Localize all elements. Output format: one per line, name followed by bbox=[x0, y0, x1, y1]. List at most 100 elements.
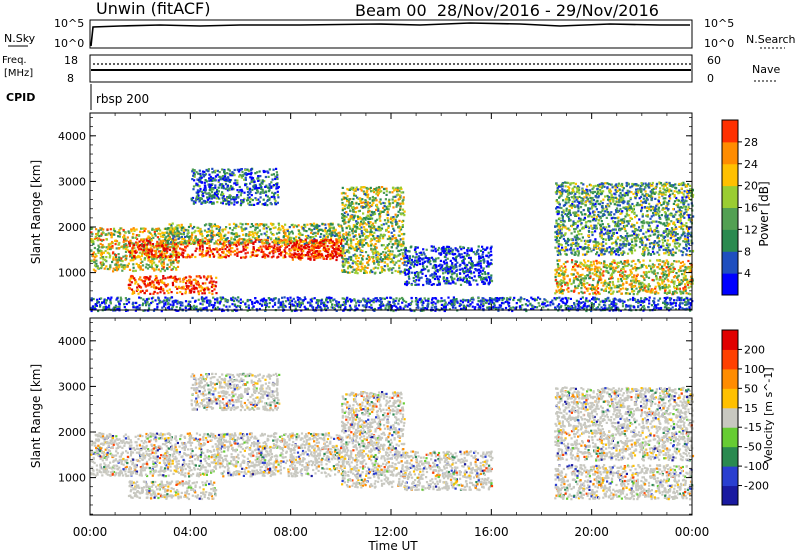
data-cell bbox=[194, 201, 197, 204]
data-cell bbox=[434, 258, 437, 262]
data-cell bbox=[262, 169, 265, 173]
data-cell bbox=[461, 260, 464, 263]
data-cell bbox=[125, 239, 128, 242]
data-cell bbox=[403, 271, 406, 274]
data-cell bbox=[622, 240, 625, 243]
data-cell bbox=[341, 207, 344, 210]
data-cell bbox=[292, 240, 295, 243]
data-cell bbox=[468, 261, 471, 264]
data-cell bbox=[374, 197, 377, 200]
data-cell bbox=[285, 245, 289, 248]
data-cell bbox=[233, 174, 236, 177]
data-cell bbox=[136, 255, 139, 259]
data-cell bbox=[616, 186, 619, 189]
data-cell bbox=[198, 286, 201, 289]
data-cell bbox=[384, 257, 387, 260]
data-cell bbox=[365, 242, 368, 245]
data-cell bbox=[284, 255, 287, 259]
data-cell bbox=[163, 252, 166, 255]
data-cell bbox=[468, 276, 472, 279]
data-cell bbox=[337, 239, 340, 242]
data-cell bbox=[150, 282, 153, 285]
data-cell bbox=[307, 254, 310, 257]
data-cell bbox=[355, 222, 358, 226]
data-cell bbox=[621, 189, 624, 192]
data-cell bbox=[341, 269, 344, 272]
data-cell bbox=[235, 243, 238, 246]
data-cell bbox=[263, 242, 266, 245]
data-cell bbox=[379, 237, 382, 240]
data-cell bbox=[368, 198, 371, 201]
data-cell bbox=[147, 253, 150, 257]
data-cell bbox=[331, 257, 334, 260]
data-cell bbox=[252, 251, 255, 254]
data-cell bbox=[166, 243, 169, 246]
data-cell bbox=[683, 235, 687, 238]
data-cell bbox=[187, 225, 191, 229]
data-cell bbox=[607, 230, 610, 234]
data-cell bbox=[254, 191, 258, 195]
data-cell bbox=[599, 227, 602, 230]
data-cell bbox=[595, 208, 598, 211]
data-cell bbox=[224, 253, 227, 256]
data-cell bbox=[465, 275, 468, 278]
data-cell bbox=[396, 189, 399, 192]
data-cell bbox=[443, 260, 446, 263]
data-cell bbox=[256, 171, 259, 174]
data-cell bbox=[464, 264, 467, 267]
data-cell bbox=[308, 228, 311, 231]
data-cell bbox=[208, 254, 211, 257]
data-cell bbox=[217, 186, 220, 189]
data-cell bbox=[632, 225, 635, 229]
data-cell bbox=[434, 250, 438, 253]
data-cell bbox=[216, 196, 219, 199]
data-cell bbox=[598, 183, 601, 186]
data-cell bbox=[170, 226, 173, 229]
data-cell bbox=[598, 203, 602, 206]
data-cell bbox=[228, 180, 232, 183]
data-cell bbox=[244, 238, 247, 241]
data-cell bbox=[404, 249, 407, 252]
data-cell bbox=[382, 191, 386, 194]
data-cell bbox=[189, 224, 192, 228]
data-cell bbox=[197, 282, 200, 285]
data-cell bbox=[481, 280, 484, 284]
data-cell bbox=[397, 244, 400, 247]
data-cell bbox=[250, 171, 253, 175]
data-cell bbox=[371, 256, 374, 259]
data-cell bbox=[273, 196, 276, 199]
data-cell bbox=[485, 276, 488, 279]
data-cell bbox=[564, 190, 567, 193]
data-cell bbox=[616, 204, 619, 207]
data-cell bbox=[397, 234, 400, 237]
data-cell bbox=[349, 239, 352, 242]
data-cell bbox=[373, 231, 376, 234]
data-cell bbox=[327, 251, 330, 254]
data-cell bbox=[397, 249, 400, 252]
data-cell bbox=[128, 242, 131, 245]
data-cell bbox=[205, 223, 208, 226]
data-cell bbox=[417, 271, 420, 274]
data-cell bbox=[432, 266, 435, 269]
data-cell bbox=[625, 243, 628, 246]
data-cell bbox=[382, 223, 385, 226]
data-cell bbox=[422, 265, 425, 268]
data-cell bbox=[398, 259, 401, 263]
data-cell bbox=[258, 170, 261, 173]
data-cell bbox=[260, 233, 263, 236]
data-cell bbox=[361, 242, 364, 245]
data-cell bbox=[599, 223, 602, 226]
data-cell bbox=[227, 200, 230, 204]
data-cell bbox=[574, 182, 577, 185]
data-cell bbox=[139, 291, 142, 294]
data-cell bbox=[126, 236, 129, 239]
data-cell bbox=[424, 255, 427, 258]
data-cell bbox=[372, 191, 376, 194]
data-cell bbox=[148, 265, 151, 268]
data-cell bbox=[326, 236, 329, 239]
data-cell bbox=[396, 201, 399, 205]
data-cell bbox=[318, 250, 321, 253]
data-cell bbox=[388, 255, 391, 258]
data-cell bbox=[97, 251, 100, 254]
data-cell bbox=[210, 187, 214, 191]
